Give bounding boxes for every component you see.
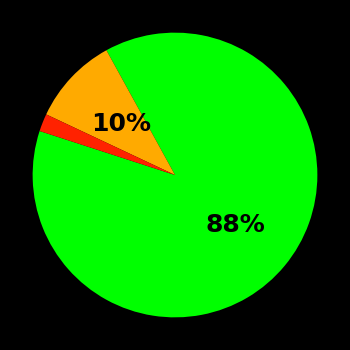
Text: 88%: 88% (205, 213, 265, 237)
Wedge shape (46, 50, 175, 175)
Wedge shape (40, 114, 175, 175)
Text: 10%: 10% (91, 112, 151, 136)
Wedge shape (33, 33, 317, 317)
